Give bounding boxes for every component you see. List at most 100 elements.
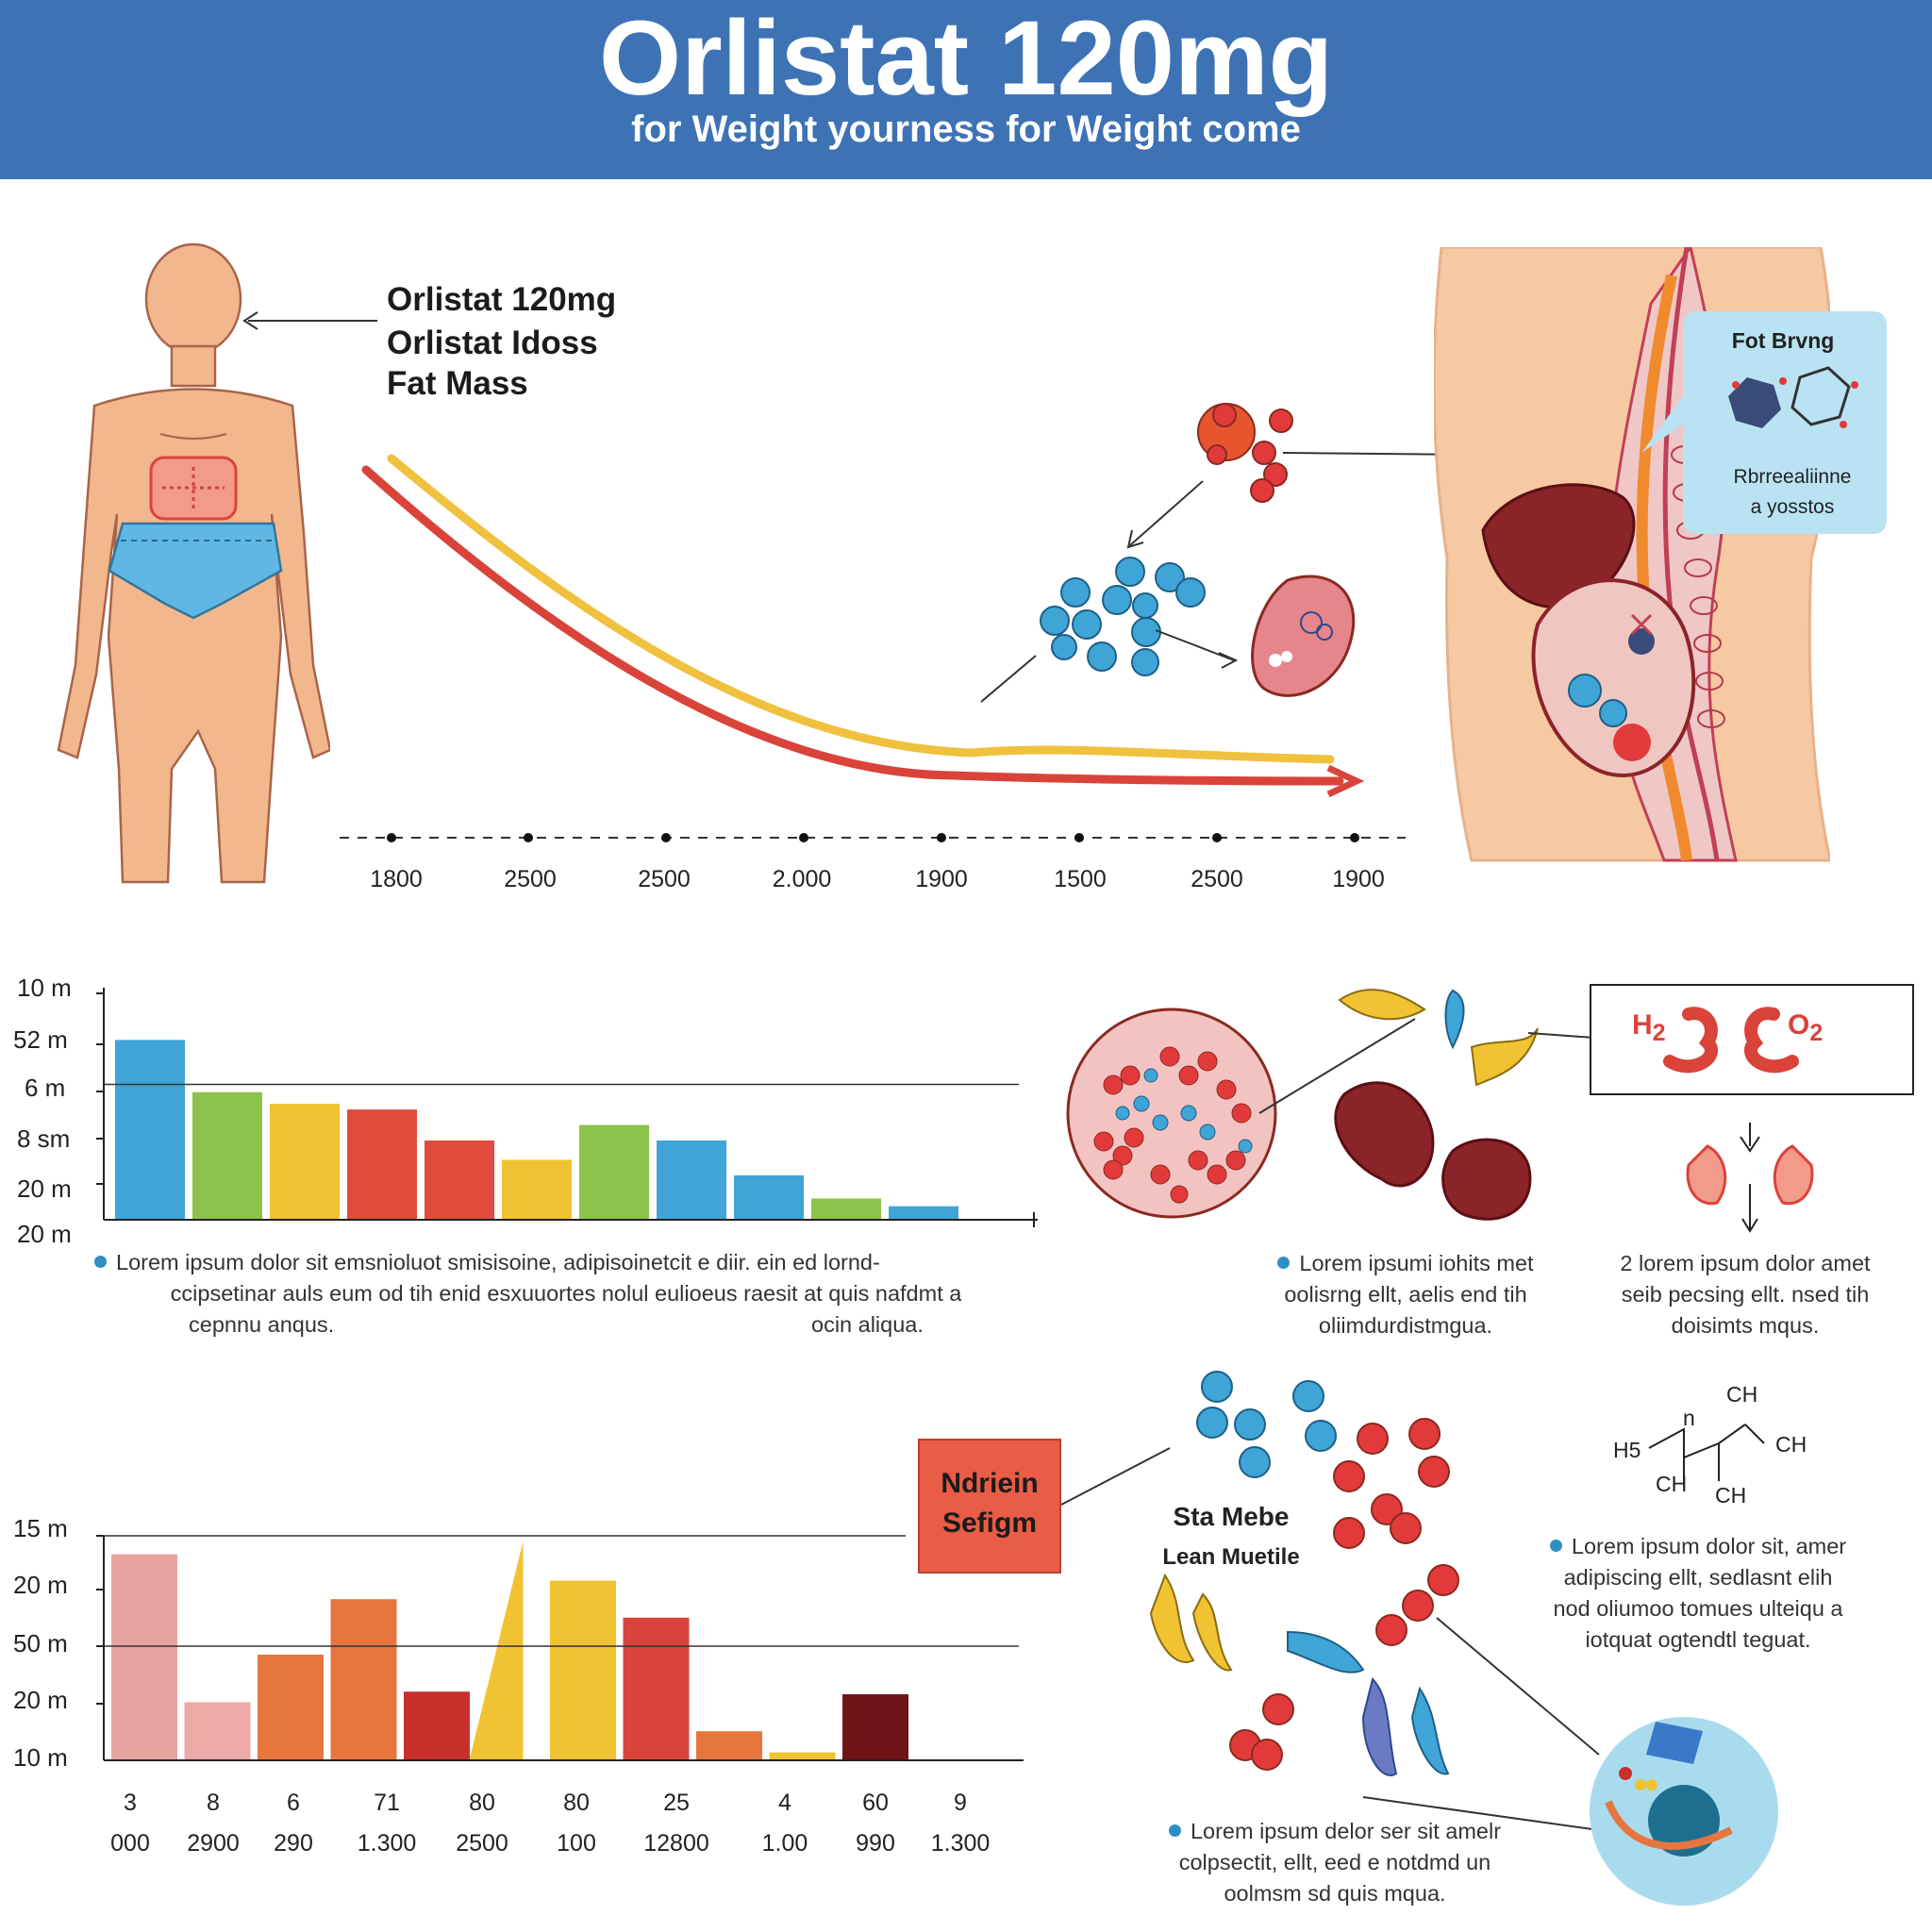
right-text-line4: iotquat ogtendtl teguat. (1585, 1627, 1811, 1652)
bullet-icon (94, 1256, 107, 1268)
mid-text-b-line1: 2 lorem ipsum dolor amet (1620, 1251, 1871, 1275)
chart1-bar (115, 1040, 185, 1220)
chart2-bar (330, 1599, 397, 1760)
bullet-icon (1549, 1540, 1562, 1552)
mid-text-a-line1: Lorem ipsumi iohits met (1245, 1248, 1566, 1279)
chem-label: CH (1726, 1382, 1758, 1407)
bullet-icon (1277, 1257, 1291, 1269)
chart1-bar (347, 1109, 417, 1220)
chart2-bar (111, 1554, 177, 1760)
chart2-xtick: 60 (862, 1790, 889, 1816)
bubble-title: Fot Brvng (1731, 328, 1835, 353)
chart1-ytick: 8 sm (17, 1124, 71, 1153)
blood-cell-illustrations (1066, 984, 1914, 1233)
weight-decline-curves (361, 454, 1365, 798)
chart2-xtick: 6 (287, 1790, 300, 1816)
lean-label-bottom: Lean Muetile (1162, 1544, 1300, 1570)
chart1-bar (657, 1140, 726, 1220)
chem-label: n (1683, 1406, 1695, 1430)
fat-molecule-cluster (981, 403, 1479, 704)
chart2-bar (769, 1752, 836, 1760)
nutrient-box (918, 1439, 1061, 1574)
chart2-bar (258, 1655, 324, 1760)
chart2-xtick: 1.300 (357, 1830, 417, 1857)
chart2-ytick: 50 m (13, 1629, 68, 1657)
chart2-xtick: 990 (856, 1830, 895, 1857)
chart2-bar (696, 1731, 762, 1760)
chart1-ytick: 10 m (17, 974, 72, 1002)
body-label-2: Orlistat Idoss (387, 325, 598, 361)
chart1-bar (734, 1174, 804, 1220)
chart1-bar (502, 1159, 572, 1220)
chart2-xtick: 100 (557, 1830, 596, 1857)
chemical-structure (1648, 1424, 1765, 1486)
chart1-bar (811, 1198, 881, 1220)
body-label-1: Orlistat 120mg (387, 281, 617, 318)
chart2-ytick: 20 m (13, 1571, 68, 1599)
fat-breakdown-bubble (1641, 311, 1887, 534)
timeline-tick: 2500 (638, 866, 691, 892)
bubble-caption-2: a yosstos (1750, 496, 1835, 518)
chart1-ytick: 52 m (13, 1025, 68, 1054)
timeline-tick: 1500 (1054, 866, 1107, 892)
chart2-xtick: 71 (374, 1790, 400, 1816)
header-banner (0, 0, 1932, 179)
chem-label: CH (1656, 1472, 1688, 1496)
timeline-tick: 1800 (370, 866, 423, 892)
nutrient-box-line2: Sefigm (941, 1507, 1038, 1539)
chart2-ytick: 10 m (13, 1743, 68, 1772)
chart2-xtick: 8 (207, 1790, 220, 1816)
chem-label: CH (1775, 1432, 1807, 1457)
timeline-axis (340, 833, 1406, 842)
chart2-xtick: 80 (563, 1790, 590, 1816)
nutrient-box-line1: Ndriein (941, 1468, 1039, 1499)
page-title: Orlistat 120mg (598, 0, 1334, 117)
chart1-text-line2: ccipsetinar auls eum od tih enid esxuuor… (170, 1281, 962, 1306)
chart1-bar (579, 1124, 649, 1220)
chart1-text-line1: Lorem ipsum dolor sit emsnioluot smisiso… (94, 1247, 1038, 1278)
chart1-bar (889, 1206, 958, 1220)
timeline-tick: 2.000 (772, 866, 832, 892)
body-label-3: Fat Mass (387, 365, 528, 402)
right-text-line1: Lorem ipsum dolor sit, amer (1472, 1531, 1924, 1562)
chart2-xtick: 2500 (456, 1830, 508, 1857)
chart1-bar (270, 1104, 340, 1220)
chart1-ytick: 6 m (25, 1074, 66, 1102)
chem-label: CH (1715, 1483, 1747, 1507)
chart2-xtick: 9 (954, 1790, 967, 1816)
bar-chart-2 (96, 1535, 1024, 1761)
chart1-bar (425, 1140, 494, 1220)
chart2-xtick: 2900 (187, 1830, 240, 1857)
lean-muscle-molecules (1061, 1371, 1778, 1906)
page-subtitle: for Weight yourness for Weight come (631, 108, 1301, 150)
chart2-ytick: 20 m (13, 1686, 68, 1714)
chart1-ytick: 20 m (17, 1220, 72, 1248)
chart1-text-line3a: cepnnu anqus. (189, 1312, 335, 1337)
timeline-tick: 2500 (1191, 866, 1243, 892)
chart2-bar (184, 1702, 251, 1760)
lean-label-top: Sta Mebe (1173, 1502, 1290, 1531)
chart2-xtick: 290 (274, 1830, 313, 1857)
chart1-ytick: 20 m (17, 1174, 72, 1203)
bullet-icon (1168, 1824, 1181, 1837)
bottom-text-line2: colpsectit, ellt, eed e notdmd un (1178, 1850, 1491, 1874)
chart2-ytick: 15 m (13, 1514, 68, 1542)
human-body-illustration (57, 242, 330, 884)
mid-text-b-line2: seib pecsing ellt. nsed tih (1621, 1282, 1870, 1307)
chart2-xtick: 80 (469, 1790, 495, 1816)
arrow-to-body (242, 311, 377, 330)
chart2-xtick: 12800 (643, 1830, 709, 1857)
mid-text-a-line2: oolisrng ellt, aelis end tih (1284, 1282, 1527, 1307)
right-text-line3: nod oliumoo tomues ulteiqu a (1553, 1596, 1843, 1621)
mid-text-a-line3: oliimdurdistmgua. (1318, 1313, 1493, 1338)
bottom-text-line3: oolmsm sd quis mqua. (1224, 1881, 1446, 1906)
chart2-xtick: 000 (110, 1830, 150, 1857)
chart2-bar (623, 1617, 690, 1760)
right-text-line2: adipiscing ellt, sedlasnt elih (1563, 1565, 1833, 1590)
chart2-xtick: 4 (778, 1790, 791, 1816)
chart2-bar (469, 1541, 524, 1760)
chart2-bar (550, 1580, 616, 1760)
o2-label: O2 (1788, 1009, 1824, 1046)
chart2-xtick: 1.00 (761, 1830, 808, 1857)
chart2-bar (842, 1694, 908, 1760)
